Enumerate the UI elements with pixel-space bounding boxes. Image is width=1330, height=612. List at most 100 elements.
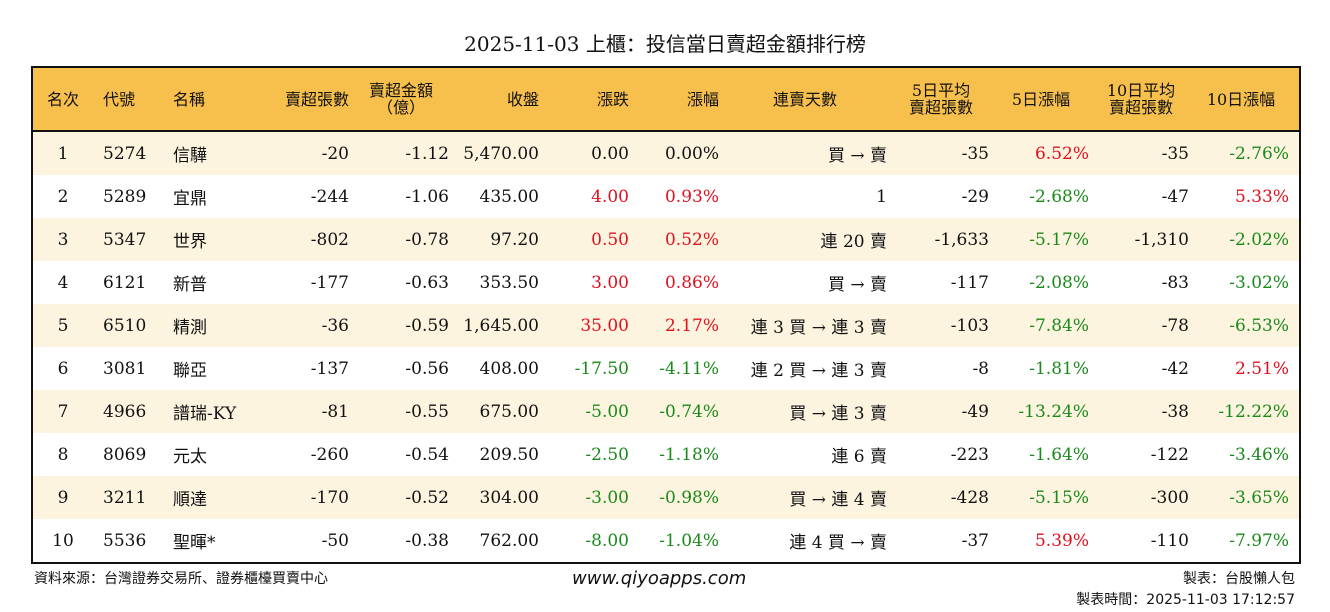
made-time: 製表時間：2025-11-03 17:12:57 bbox=[1076, 592, 1295, 608]
cell-close: 762.00 bbox=[479, 530, 539, 551]
table-row: 5 6510 精測 -36 -0.59 1,645.00 35.00 2.17% 連 3 買 →… bbox=[33, 304, 1299, 347]
cell-name: 元太 bbox=[173, 447, 207, 467]
cell-avg10-net-sell: -122 bbox=[1150, 444, 1189, 465]
cell-rank: 6 bbox=[57, 358, 69, 379]
cell-name: 聖暉* bbox=[173, 533, 216, 553]
cell-avg10-net-sell: -83 bbox=[1161, 272, 1189, 293]
cell-close: 5,470.00 bbox=[463, 143, 539, 164]
cell-rank: 4 bbox=[57, 272, 69, 293]
cell-change-pct: -4.11% bbox=[659, 358, 719, 379]
cell-rank: 5 bbox=[57, 315, 69, 336]
cell-net-sell-amount: -0.59 bbox=[405, 315, 449, 336]
cell-code: 4966 bbox=[103, 401, 147, 422]
header-change: 漲跌 bbox=[596, 89, 629, 109]
header-rank: 名次 bbox=[46, 89, 79, 109]
cell-close: 675.00 bbox=[479, 401, 539, 422]
cell-code: 3081 bbox=[103, 358, 147, 379]
cell-net-sell-volume: -170 bbox=[310, 487, 349, 508]
cell-name: 聯亞 bbox=[173, 361, 207, 381]
cell-rank: 9 bbox=[57, 487, 69, 508]
cell-rank: 8 bbox=[57, 444, 69, 465]
cell-net-sell-amount: -0.55 bbox=[405, 401, 449, 422]
cell-change: -8.00 bbox=[585, 530, 629, 551]
header-net-sell-volume: 賣超張數 bbox=[284, 89, 349, 109]
table-row: 3 5347 世界 -802 -0.78 97.20 0.50 0.52% 連 20 賣 -1,6… bbox=[33, 218, 1299, 261]
cell-pct5: -5.15% bbox=[1029, 487, 1089, 508]
cell-pct5: -2.08% bbox=[1029, 272, 1089, 293]
cell-net-sell-amount: -0.78 bbox=[405, 229, 449, 250]
cell-close: 209.50 bbox=[479, 444, 539, 465]
cell-pct5: -5.17% bbox=[1029, 229, 1089, 250]
cell-pct10: -3.02% bbox=[1229, 272, 1289, 293]
cell-avg10-net-sell: -35 bbox=[1161, 143, 1189, 164]
cell-name: 新普 bbox=[173, 275, 207, 295]
cell-net-sell-amount: -0.38 bbox=[405, 530, 449, 551]
cell-net-sell-volume: -50 bbox=[321, 530, 349, 551]
cell-sell-streak: 買 → 連 3 賣 bbox=[789, 404, 887, 424]
cell-pct5: 5.39% bbox=[1034, 530, 1089, 551]
cell-net-sell-volume: -20 bbox=[321, 143, 349, 164]
cell-sell-streak: 連 2 買 → 連 3 賣 bbox=[750, 361, 887, 381]
cell-avg5-net-sell: -428 bbox=[950, 487, 989, 508]
cell-close: 408.00 bbox=[479, 358, 539, 379]
cell-change-pct: 0.00% bbox=[664, 143, 719, 164]
cell-change: 0.50 bbox=[591, 229, 629, 250]
cell-pct10: -7.97% bbox=[1229, 530, 1289, 551]
cell-rank: 10 bbox=[52, 530, 74, 551]
cell-change: 4.00 bbox=[591, 186, 629, 207]
cell-net-sell-amount: -0.63 bbox=[405, 272, 449, 293]
cell-pct5: -7.84% bbox=[1029, 315, 1089, 336]
table-row: 1 5274 信驊 -20 -1.12 5,470.00 0.00 0.00% 買 → 賣 -35… bbox=[33, 132, 1299, 175]
header-change-pct: 漲幅 bbox=[686, 89, 719, 109]
header-close: 收盤 bbox=[506, 89, 539, 109]
cell-change: -17.50 bbox=[574, 358, 629, 379]
cell-pct10: 5.33% bbox=[1234, 186, 1289, 207]
cell-pct10: 2.51% bbox=[1234, 358, 1289, 379]
cell-name: 世界 bbox=[173, 232, 207, 252]
cell-net-sell-volume: -177 bbox=[310, 272, 349, 293]
cell-pct5: -1.81% bbox=[1029, 358, 1089, 379]
cell-change-pct: 0.86% bbox=[664, 272, 719, 293]
header-sell-streak: 連賣天數 bbox=[772, 89, 837, 109]
table-row: 2 5289 宜鼎 -244 -1.06 435.00 4.00 0.93% 1 -29 -2.68… bbox=[33, 175, 1299, 218]
table-row: 10 5536 聖暉* -50 -0.38 762.00 -8.00 -1.04% 連 4 買 … bbox=[33, 519, 1299, 562]
cell-net-sell-volume: -260 bbox=[310, 444, 349, 465]
website-link[interactable]: www.qiyoapps.com bbox=[572, 568, 747, 589]
cell-avg5-net-sell: -117 bbox=[950, 272, 989, 293]
cell-sell-streak: 買 → 賣 bbox=[827, 146, 887, 166]
cell-sell-streak: 買 → 連 4 賣 bbox=[789, 490, 887, 510]
cell-name: 順達 bbox=[173, 490, 207, 510]
header-pct5: 5日漲幅 bbox=[1011, 89, 1071, 109]
cell-avg10-net-sell: -1,310 bbox=[1134, 229, 1189, 250]
cell-change-pct: -1.18% bbox=[659, 444, 719, 465]
cell-change: -2.50 bbox=[585, 444, 629, 465]
header-pct10: 10日漲幅 bbox=[1206, 89, 1276, 109]
cell-sell-streak: 連 20 賣 bbox=[820, 232, 887, 252]
cell-name: 宜鼎 bbox=[173, 189, 207, 209]
cell-sell-streak: 連 4 買 → 賣 bbox=[789, 533, 887, 553]
cell-avg5-net-sell: -37 bbox=[961, 530, 989, 551]
cell-code: 6121 bbox=[103, 272, 147, 293]
cell-name: 譜瑞-KY bbox=[173, 404, 237, 424]
cell-net-sell-amount: -1.12 bbox=[405, 143, 449, 164]
cell-code: 8069 bbox=[103, 444, 147, 465]
cell-pct10: -6.53% bbox=[1229, 315, 1289, 336]
cell-code: 5289 bbox=[103, 186, 147, 207]
cell-pct10: -2.76% bbox=[1229, 143, 1289, 164]
cell-net-sell-volume: -81 bbox=[321, 401, 349, 422]
cell-rank: 2 bbox=[57, 186, 69, 207]
cell-close: 304.00 bbox=[479, 487, 539, 508]
cell-avg5-net-sell: -1,633 bbox=[934, 229, 989, 250]
cell-net-sell-volume: -36 bbox=[321, 315, 349, 336]
cell-pct5: -13.24% bbox=[1018, 401, 1089, 422]
cell-rank: 7 bbox=[57, 401, 69, 422]
cell-net-sell-amount: -0.52 bbox=[405, 487, 449, 508]
cell-sell-streak: 買 → 賣 bbox=[827, 275, 887, 295]
cell-net-sell-amount: -1.06 bbox=[405, 186, 449, 207]
cell-change: 3.00 bbox=[591, 272, 629, 293]
cell-pct10: -12.22% bbox=[1218, 401, 1289, 422]
header-avg5-net-sell: 5日平均 賣超張數 bbox=[908, 81, 973, 117]
cell-avg5-net-sell: -223 bbox=[950, 444, 989, 465]
cell-sell-streak: 連 3 買 → 連 3 賣 bbox=[750, 318, 887, 338]
header-net-sell-amount: 賣超金額 （億） bbox=[368, 81, 433, 117]
